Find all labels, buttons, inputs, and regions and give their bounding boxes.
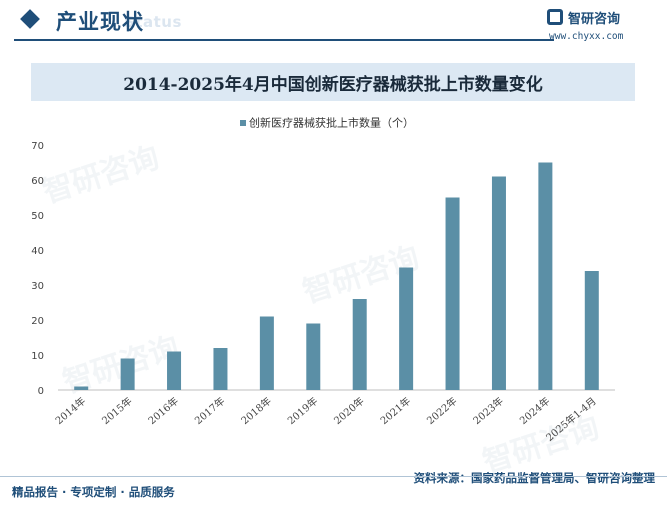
bar-2014年 xyxy=(74,386,89,390)
x-tick-label: 2022年 xyxy=(424,394,460,427)
section-title: 产业现状 xyxy=(56,10,144,34)
bar-2025年1-4月 xyxy=(584,271,599,390)
x-tick-label: 2025年1-4月 xyxy=(543,394,599,444)
x-tick-label: 2020年 xyxy=(331,394,367,427)
section-subtitle: Status xyxy=(124,13,182,31)
y-tick-label: 60 xyxy=(31,176,44,187)
brand-logo-icon xyxy=(547,9,563,25)
y-tick-label: 10 xyxy=(31,351,44,362)
bar-2022年 xyxy=(445,197,460,390)
footer-tagline: 精品报告 · 专项定制 · 品质服务 xyxy=(12,485,175,499)
brand-name: 智研咨询 xyxy=(568,12,621,27)
x-tick-label: 2015年 xyxy=(99,394,135,427)
x-tick-label: 2021年 xyxy=(378,394,414,427)
x-tick-label: 2019年 xyxy=(285,394,321,427)
y-tick-label: 30 xyxy=(31,281,44,292)
bar-2020年 xyxy=(352,299,367,390)
bar-2023年 xyxy=(491,176,506,390)
y-tick-label: 0 xyxy=(38,386,44,397)
bar-2017年 xyxy=(213,348,228,390)
x-tick-label: 2017年 xyxy=(192,394,228,427)
brand-url: www.chyxx.com xyxy=(549,31,624,42)
bar-2024年 xyxy=(538,162,553,390)
bar-2019年 xyxy=(306,323,321,390)
bar-2016年 xyxy=(167,351,182,390)
y-tick-label: 50 xyxy=(31,211,44,222)
y-tick-label: 20 xyxy=(31,316,44,327)
y-tick-label: 40 xyxy=(31,246,44,257)
legend-swatch xyxy=(240,119,246,126)
chart-legend: 创新医疗器械获批上市数量（个） xyxy=(240,112,414,130)
chart-title: 2014-2025年4月中国创新医疗器械获批上市数量变化 xyxy=(123,75,543,95)
header-bar: Status 产业现状 智研咨询 www.chyxx.com xyxy=(0,0,667,44)
x-tick-label: 2014年 xyxy=(53,394,89,427)
y-tick-label: 70 xyxy=(31,141,44,152)
bar-2015年 xyxy=(120,358,135,390)
bar-2021年 xyxy=(399,267,414,390)
footer-divider xyxy=(0,476,667,477)
x-tick-label: 2023年 xyxy=(470,394,506,427)
chart-title-band: 2014-2025年4月中国创新医疗器械获批上市数量变化 xyxy=(31,63,635,101)
legend-label: 创新医疗器械获批上市数量（个） xyxy=(249,116,414,130)
brand-logo: 智研咨询 www.chyxx.com xyxy=(547,9,647,43)
source-note: 资料来源：国家药品监督管理局、智研咨询整理 xyxy=(413,471,656,485)
bar-2018年 xyxy=(259,316,274,390)
x-tick-label: 2024年 xyxy=(517,394,553,427)
x-tick-label: 2016年 xyxy=(145,394,181,427)
x-tick-label: 2018年 xyxy=(238,394,274,427)
header-divider xyxy=(14,39,554,41)
